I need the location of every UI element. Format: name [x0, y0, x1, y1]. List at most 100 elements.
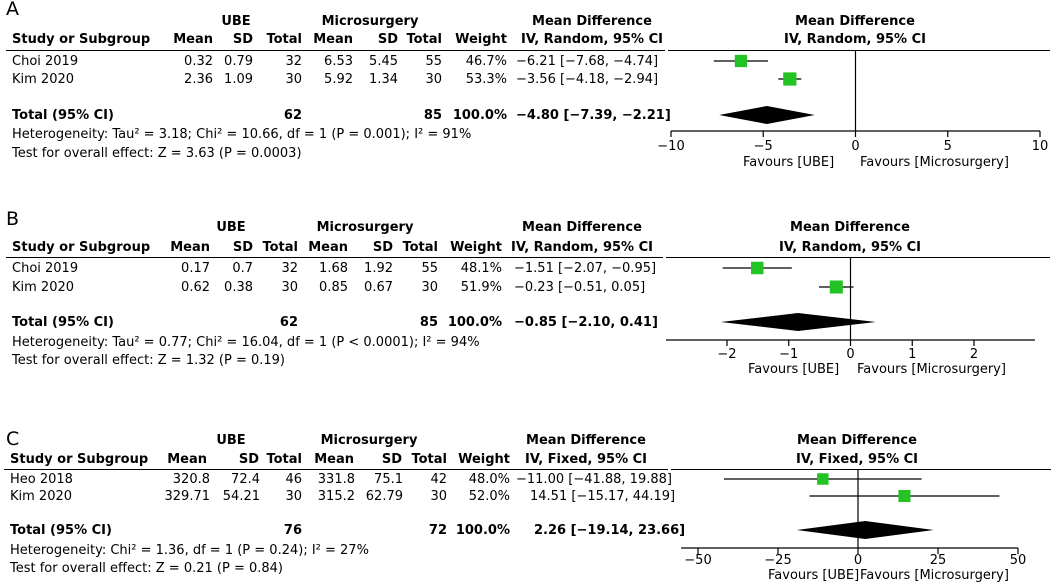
mean2-header: Mean [314, 452, 354, 467]
panel-letter: A [6, 0, 19, 20]
heterogeneity-text: Heterogeneity: Chi² = 1.36, df = 1 (P = … [10, 543, 369, 558]
x-tick-label: −25 [764, 553, 791, 568]
method-header: IV, Fixed, 95% CI [524, 452, 647, 467]
x-tick-label: −50 [684, 553, 711, 568]
total-weight: 100.0% [452, 108, 507, 123]
total1-value: 46 [285, 472, 302, 487]
group2-header: Microsurgery [316, 220, 414, 235]
plot-header-rule [666, 257, 1050, 258]
favours-right-label: Favours [Microsurgery] [860, 155, 1009, 170]
weight-value: 51.9% [460, 280, 502, 295]
mean2-value: 5.92 [324, 72, 353, 87]
study-name: Kim 2020 [12, 280, 75, 295]
study-name: Heo 2018 [10, 472, 73, 487]
method-header: IV, Random, 95% CI [511, 240, 653, 255]
weight-header: Weight [455, 32, 507, 47]
x-tick-label: 0 [851, 139, 859, 154]
total1-header: Total [266, 452, 302, 467]
total-label: Total (95% CI) [12, 315, 114, 330]
x-tick-label: 2 [970, 347, 978, 362]
ci-text: −3.56 [−4.18, −2.94] [516, 72, 659, 87]
weight-header: Weight [458, 452, 510, 467]
sd2-header: SD [372, 240, 393, 255]
weight-header: Weight [450, 240, 502, 255]
favours-left-label: Favours [UBE] [748, 362, 840, 377]
mean1-value: 329.71 [164, 489, 211, 504]
total1-sum: 76 [283, 523, 302, 538]
mean2-value: 0.85 [319, 280, 348, 295]
total-weight: 100.0% [447, 315, 502, 330]
favours-right-label: Favours [Microsurgery] [857, 362, 1006, 377]
sd1-value: 0.7 [232, 261, 253, 276]
mean1-value: 320.8 [172, 472, 210, 487]
group2-header: Microsurgery [320, 433, 418, 448]
plot-header-rule [668, 50, 1050, 51]
favours-left-label: Favours [UBE] [743, 155, 835, 170]
study-box [817, 473, 829, 485]
x-tick-label: −10 [657, 139, 684, 154]
md-header: Mean Difference [522, 220, 642, 235]
ci-text: −6.21 [−7.68, −4.74] [516, 54, 659, 69]
x-tick-label: 1 [908, 347, 916, 362]
total-weight: 100.0% [455, 523, 510, 538]
forest-plot-a: −10 −5 0 5 10 [657, 50, 1048, 154]
sd1-value: 72.4 [231, 472, 260, 487]
sd1-value: 0.38 [224, 280, 253, 295]
study-name: Kim 2020 [10, 489, 73, 504]
forest-plot-b: −2 −1 0 1 2 [666, 257, 1035, 362]
pooled-diamond [796, 521, 934, 539]
study-box [829, 280, 843, 294]
mean1-header: Mean [173, 32, 213, 47]
mean1-value: 0.32 [184, 54, 213, 69]
total1-value: 32 [285, 54, 302, 69]
sd1-value: 54.21 [222, 489, 260, 504]
study-column-header: Study or Subgroup [10, 452, 149, 467]
ci-text: −11.00 [−41.88, 19.88] [516, 472, 672, 487]
pooled-diamond [720, 313, 876, 331]
study-box [734, 54, 748, 68]
x-tick-label: −1 [779, 347, 798, 362]
total-ci-text: 2.26 [−19.14, 23.66] [534, 523, 686, 538]
group1-header: UBE [216, 433, 246, 448]
total1-sum: 62 [283, 108, 302, 123]
sd2-header: SD [377, 32, 398, 47]
weight-value: 48.1% [460, 261, 502, 276]
plot-method-header: IV, Fixed, 95% CI [795, 452, 918, 467]
mean2-value: 6.53 [324, 54, 353, 69]
md-header: Mean Difference [526, 433, 646, 448]
total2-value: 42 [430, 472, 447, 487]
sd2-value: 75.1 [374, 472, 403, 487]
sd1-value: 1.09 [224, 72, 253, 87]
pooled-diamond [719, 106, 815, 124]
study-column-header: Study or Subgroup [12, 240, 151, 255]
total2-sum: 85 [419, 315, 438, 330]
total1-header: Total [262, 240, 298, 255]
total2-sum: 85 [423, 108, 442, 123]
mean1-value: 0.17 [181, 261, 210, 276]
total-ci-text: −4.80 [−7.39, −2.21] [516, 108, 671, 123]
mean1-header: Mean [170, 240, 210, 255]
favours-right-label: Favours [Microsurgery] [860, 568, 1009, 583]
header-rule [6, 50, 665, 51]
favours-left-label: Favours [UBE] [768, 568, 860, 583]
weight-value: 48.0% [468, 472, 510, 487]
plot-md-header: Mean Difference [797, 433, 917, 448]
mean1-header: Mean [167, 452, 207, 467]
mean2-header: Mean [313, 32, 353, 47]
sd2-value: 0.67 [364, 280, 393, 295]
study-name: Choi 2019 [12, 54, 79, 69]
heterogeneity-text: Heterogeneity: Tau² = 3.18; Chi² = 10.66… [12, 127, 472, 142]
panel-letter: B [6, 208, 20, 230]
total-ci-text: −0.85 [−2.10, 0.41] [514, 315, 658, 330]
sd1-value: 0.79 [224, 54, 253, 69]
ci-text: −1.51 [−2.07, −0.95] [514, 261, 657, 276]
x-tick-label: 50 [1010, 553, 1027, 568]
overall-effect-text: Test for overall effect: Z = 3.63 (P = 0… [12, 146, 302, 161]
mean1-value: 0.62 [181, 280, 210, 295]
total2-value: 55 [425, 54, 442, 69]
group1-header: UBE [216, 220, 246, 235]
mean2-value: 1.68 [319, 261, 348, 276]
sd2-value: 1.92 [364, 261, 393, 276]
x-tick-label: −5 [754, 139, 773, 154]
mean2-value: 315.2 [317, 489, 355, 504]
